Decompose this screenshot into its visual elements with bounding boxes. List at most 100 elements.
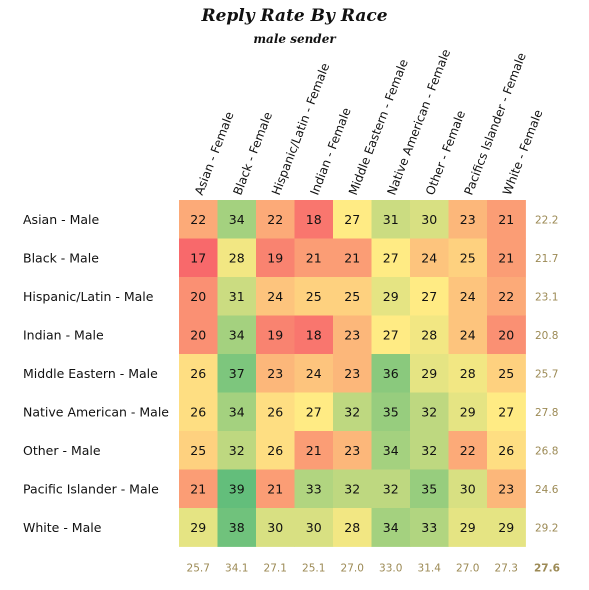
cell-value-label: 24 [306, 366, 322, 381]
heatmap-cell [179, 277, 218, 316]
heatmap-cell [448, 469, 488, 509]
cell-value-label: 21 [344, 250, 360, 265]
cell-value-label: 24 [460, 327, 476, 342]
heatmap-cell [448, 315, 488, 355]
cell-value-label: 29 [460, 520, 476, 535]
heatmap-cell [410, 508, 449, 547]
heatmap-cell [294, 315, 334, 355]
cell-value-label: 27 [383, 250, 399, 265]
heatmap-cell [179, 469, 218, 509]
heatmap-cell [294, 238, 334, 278]
cell-value-label: 26 [190, 404, 206, 419]
column-average-label: 33.0 [379, 563, 402, 575]
heatmap-cell [294, 200, 334, 239]
cell-value-label: 37 [229, 366, 245, 381]
heatmap-cell [217, 392, 257, 432]
cell-value-label: 28 [421, 327, 437, 342]
cell-value-label: 25 [498, 366, 514, 381]
cell-value-label: 32 [229, 443, 245, 458]
row-label: Hispanic/Latin - Male [23, 289, 154, 304]
row-label: Black - Male [23, 250, 99, 265]
column-label: Black - Female [230, 110, 275, 197]
column-average-label: 27.0 [341, 563, 364, 575]
heatmap-cell [217, 469, 257, 509]
cell-value-label: 32 [344, 404, 360, 419]
heatmap-cell [256, 238, 295, 278]
cell-value-label: 34 [229, 212, 245, 227]
heatmap-cell [333, 431, 372, 470]
heatmap-cell [410, 469, 449, 509]
heatmap-cell [333, 200, 372, 239]
row-average-label: 22.2 [535, 214, 558, 226]
cell-value-label: 20 [190, 327, 206, 342]
heatmap-cell [487, 200, 526, 239]
heatmap-cell [448, 277, 488, 316]
cell-value-label: 23 [460, 212, 476, 227]
cell-value-label: 23 [498, 481, 514, 496]
heatmap-cell [371, 508, 411, 547]
cell-value-label: 20 [498, 327, 514, 342]
cell-value-label: 27 [383, 327, 399, 342]
column-average-label: 27.3 [495, 563, 518, 575]
heatmap-cell [217, 315, 257, 355]
cell-value-label: 35 [383, 404, 399, 419]
cell-value-label: 25 [190, 443, 206, 458]
heatmap-cell [448, 238, 488, 278]
heatmap-cell [179, 431, 218, 470]
heatmap-cell [294, 508, 334, 547]
row-average-label: 25.7 [535, 368, 558, 380]
row-label: Native American - Male [23, 404, 169, 419]
row-label: Middle Eastern - Male [23, 366, 158, 381]
heatmap-cell [487, 277, 526, 316]
heatmap-cell [487, 469, 526, 509]
cell-value-label: 34 [383, 520, 399, 535]
cell-value-label: 18 [306, 327, 322, 342]
heatmap-cell [448, 508, 488, 547]
cell-value-label: 32 [421, 443, 437, 458]
column-average-label: 27.0 [456, 563, 479, 575]
heatmap-cell [179, 238, 218, 278]
cell-value-label: 24 [460, 289, 476, 304]
cell-value-label: 26 [498, 443, 514, 458]
column-label: Asian - Female [192, 110, 237, 197]
cell-value-label: 22 [460, 443, 476, 458]
cell-value-label: 31 [229, 289, 245, 304]
column-average-label: 31.4 [418, 563, 442, 575]
row-label: Asian - Male [23, 212, 99, 227]
heatmap-cell [179, 354, 218, 393]
cell-value-label: 32 [421, 404, 437, 419]
heatmap-cell [333, 508, 372, 547]
heatmap-cell [410, 354, 449, 393]
cell-value-label: 27 [306, 404, 322, 419]
heatmap-cell [448, 392, 488, 432]
heatmap-cell [371, 277, 411, 316]
chart-title: Reply Rate By Race [201, 6, 388, 26]
heatmap-cell [179, 508, 218, 547]
column-average-label: 27.1 [264, 563, 287, 575]
heatmap-cell [333, 392, 372, 432]
cell-value-label: 26 [190, 366, 206, 381]
cell-value-label: 22 [498, 289, 514, 304]
cell-value-label: 30 [421, 212, 437, 227]
cell-value-label: 21 [498, 250, 514, 265]
cell-value-label: 18 [306, 212, 322, 227]
cell-value-label: 21 [306, 250, 322, 265]
cell-value-label: 19 [267, 327, 283, 342]
heatmap-cell [294, 469, 334, 509]
cell-value-label: 24 [421, 250, 437, 265]
heatmap-cell [371, 392, 411, 432]
cell-value-label: 33 [306, 481, 322, 496]
row-label: Indian - Male [23, 327, 104, 342]
heatmap-cell [371, 315, 411, 355]
cell-value-label: 17 [190, 250, 206, 265]
heatmap-cell [333, 277, 372, 316]
heatmap-cell [294, 431, 334, 470]
cell-value-label: 31 [383, 212, 399, 227]
cell-value-label: 23 [267, 366, 283, 381]
heatmap-cell [256, 277, 295, 316]
cell-value-label: 39 [229, 481, 245, 496]
cell-value-label: 36 [383, 366, 399, 381]
heatmap-cell [410, 315, 449, 355]
cell-value-label: 35 [421, 481, 437, 496]
